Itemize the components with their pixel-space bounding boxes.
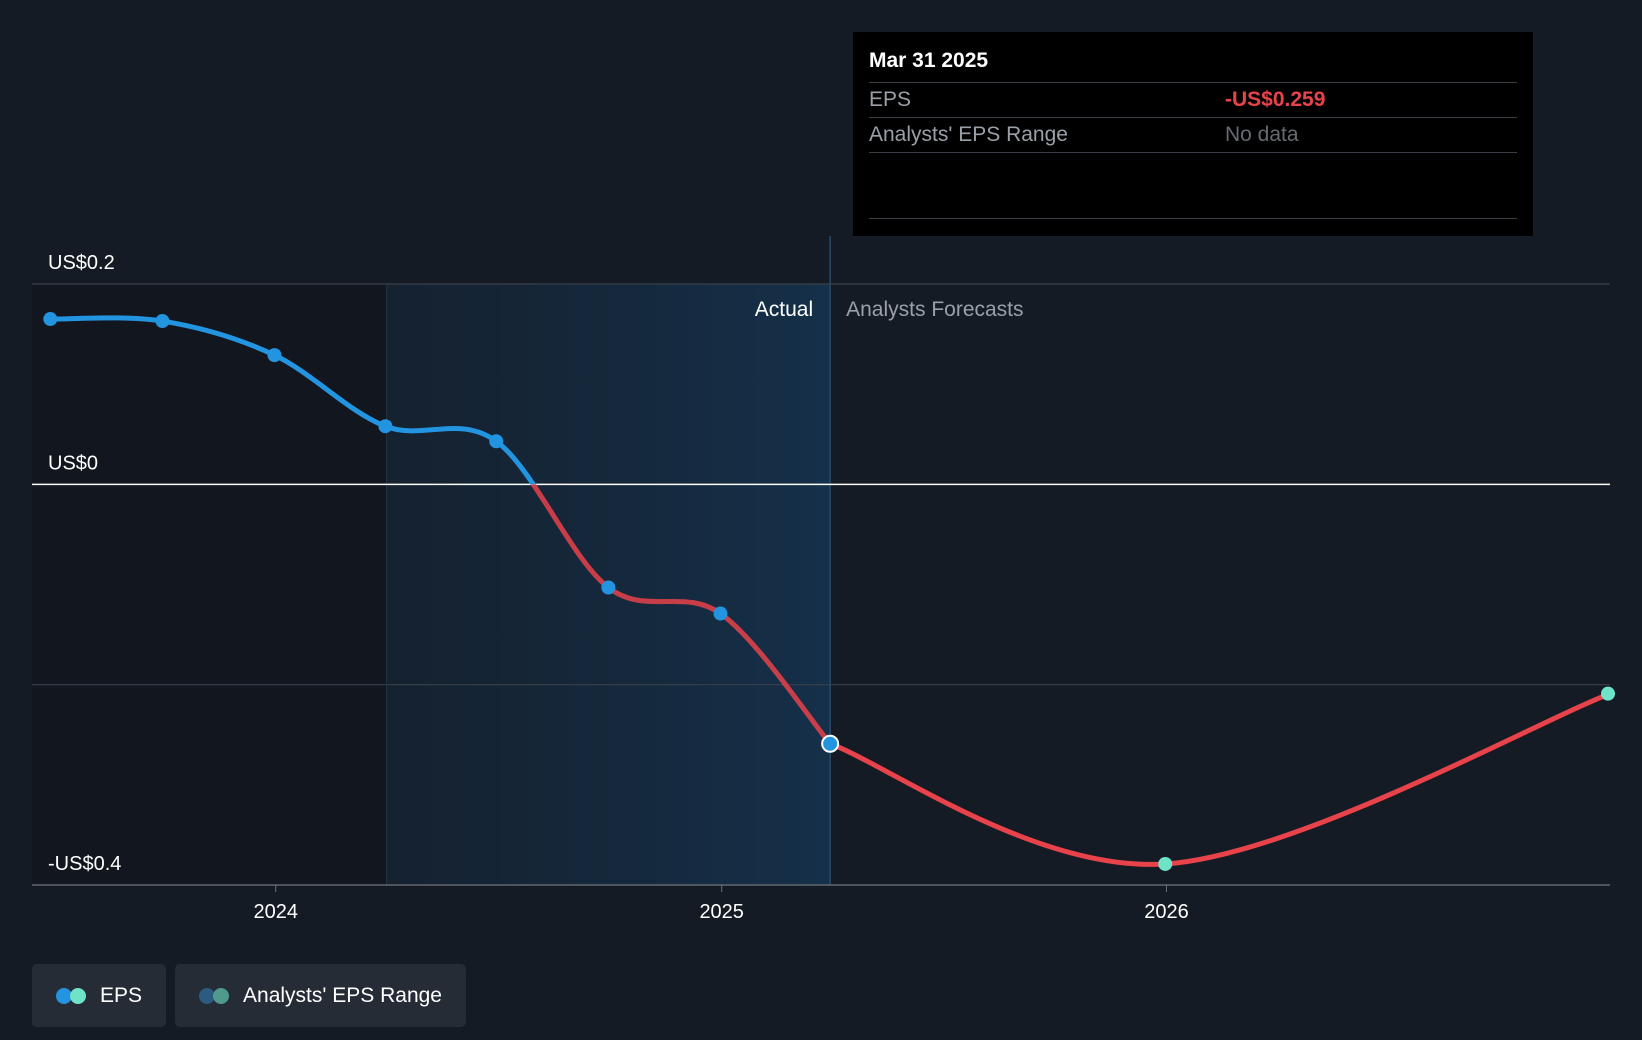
chart-legend: EPS Analysts' EPS Range xyxy=(32,964,466,1027)
legend-range-label: Analysts' EPS Range xyxy=(243,983,442,1007)
legend-eps-dots-icon xyxy=(56,987,86,1004)
tooltip-divider xyxy=(869,218,1517,219)
tooltip-range-label: Analysts' EPS Range xyxy=(869,123,1068,146)
y-tick-label: -US$0.4 xyxy=(48,853,121,875)
actual-label: Actual xyxy=(755,298,813,321)
x-tick-label: 2025 xyxy=(699,901,744,923)
eps-line-negative-forecast xyxy=(827,691,1613,867)
legend-eps[interactable]: EPS xyxy=(32,964,167,1027)
eps-point[interactable] xyxy=(155,314,170,329)
x-tick-label: 2026 xyxy=(1144,901,1189,923)
eps-forecast-point[interactable] xyxy=(1601,686,1615,701)
legend-range-dots-icon xyxy=(199,987,230,1004)
hover-tooltip: Mar 31 2025 EPS -US$0.259 Analysts' EPS … xyxy=(853,32,1533,236)
y-tick-label: US$0.2 xyxy=(48,252,115,274)
tooltip-range-row: Analysts' EPS Range No data xyxy=(869,118,1517,153)
eps-line-positive-actual xyxy=(47,315,537,485)
eps-point[interactable] xyxy=(267,348,282,363)
pre-range-shade xyxy=(32,284,387,885)
eps-point[interactable] xyxy=(821,734,840,753)
tooltip-eps-label: EPS xyxy=(869,88,912,111)
eps-point[interactable] xyxy=(489,434,504,449)
x-tick-label: 2024 xyxy=(253,901,298,923)
eps-forecast-point[interactable] xyxy=(1158,856,1173,871)
tooltip-range-value: No data xyxy=(1225,123,1299,146)
tooltip-date: Mar 31 2025 xyxy=(869,46,1517,83)
eps-line-positive-forecast xyxy=(830,694,1610,865)
legend-eps-label: EPS xyxy=(100,983,143,1007)
eps-markers xyxy=(43,312,1615,871)
tooltip-eps-row: EPS -US$0.259 xyxy=(869,83,1517,118)
eps-point[interactable] xyxy=(601,580,616,595)
eps-point[interactable] xyxy=(43,312,58,327)
y-tick-label: US$0 xyxy=(48,452,98,474)
eps-point[interactable] xyxy=(378,419,393,434)
forecast-label: Analysts Forecasts xyxy=(846,298,1023,321)
legend-eps-range[interactable]: Analysts' EPS Range xyxy=(175,964,466,1027)
eps-point[interactable] xyxy=(713,606,728,621)
tooltip-eps-value: -US$0.259 xyxy=(1225,88,1326,111)
